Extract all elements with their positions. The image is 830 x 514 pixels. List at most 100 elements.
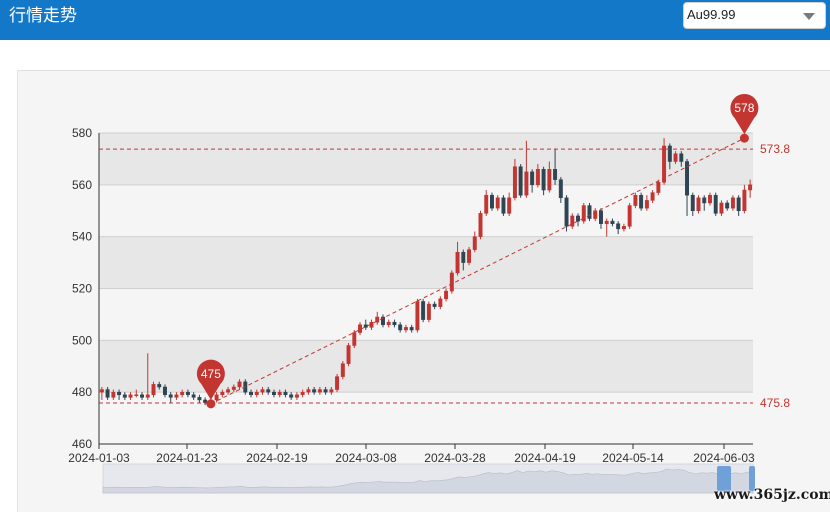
candle-body xyxy=(323,389,328,393)
candle xyxy=(490,192,494,211)
candle-body xyxy=(541,169,546,191)
candle-body xyxy=(312,389,317,393)
candle-body xyxy=(300,391,305,396)
candle xyxy=(392,319,397,328)
candle xyxy=(329,386,334,395)
candle xyxy=(673,151,678,165)
candle xyxy=(398,322,403,333)
candle-body xyxy=(449,272,454,292)
candle xyxy=(748,179,753,198)
mark-line-label: 475.8 xyxy=(760,396,790,410)
candle xyxy=(375,311,380,325)
candle-body xyxy=(415,301,420,331)
grid-band xyxy=(99,236,753,289)
candle-body xyxy=(381,316,385,326)
candle xyxy=(403,324,408,333)
candle-body xyxy=(203,399,208,403)
candle-body xyxy=(140,394,144,398)
candle xyxy=(174,392,179,400)
mark-point-label: 475 xyxy=(201,367,221,381)
x-tick-label: 2024-02-19 xyxy=(246,451,308,465)
candle-body xyxy=(627,205,632,227)
candle xyxy=(105,386,110,400)
candle xyxy=(581,202,586,224)
mark-point: 475 xyxy=(196,359,225,409)
candle xyxy=(117,389,122,400)
candle-body xyxy=(180,391,185,396)
y-tick-label: 520 xyxy=(72,282,92,296)
candle xyxy=(696,195,701,214)
mark-point-label: 578 xyxy=(734,101,754,115)
y-tick-label: 480 xyxy=(72,385,92,399)
candle xyxy=(346,342,351,367)
candle xyxy=(306,386,311,395)
datazoom-preview xyxy=(102,468,754,494)
candle-body xyxy=(593,210,598,219)
candle-body xyxy=(398,324,403,331)
candle xyxy=(294,392,299,400)
candle-body xyxy=(547,169,552,191)
candle-body xyxy=(599,210,603,224)
candle-body xyxy=(644,200,649,209)
chevron-down-icon[interactable] xyxy=(803,13,815,20)
candle-body xyxy=(472,236,477,250)
candle-body xyxy=(340,363,345,377)
candle xyxy=(530,169,535,193)
candle xyxy=(708,192,712,206)
candlestick-chart[interactable]: 460 480 500 520 540 560 580 2024-01-03 2024-01-2… xyxy=(18,71,830,513)
candle-body xyxy=(128,394,133,398)
candle xyxy=(323,386,328,395)
candle xyxy=(203,397,208,406)
candle xyxy=(340,361,345,380)
candle xyxy=(679,151,684,167)
candle-body xyxy=(455,251,460,274)
x-tick-label: 2024-01-03 xyxy=(68,451,130,465)
candle-body xyxy=(105,389,110,398)
candle xyxy=(289,392,294,400)
candle-body xyxy=(438,298,443,307)
candle-body xyxy=(386,321,391,326)
candle-body xyxy=(145,394,150,398)
grid-band xyxy=(99,340,753,393)
candle xyxy=(317,386,322,395)
candle-body xyxy=(524,171,529,196)
page-title: 行情走势 xyxy=(9,6,77,26)
candle-body xyxy=(507,197,512,214)
candle-body xyxy=(553,169,558,180)
candle-body xyxy=(518,166,523,196)
candle xyxy=(111,389,116,400)
candle-body xyxy=(713,194,718,214)
candle xyxy=(667,143,672,170)
candle xyxy=(386,319,391,328)
candle-body xyxy=(363,324,368,328)
symbol-select[interactable]: Au99.99 xyxy=(683,2,826,29)
candle-body xyxy=(490,194,494,209)
chart-panel: 460 480 500 520 540 560 580 2024-01-03 2024-01-2… xyxy=(17,70,830,512)
candle xyxy=(690,192,695,216)
candle-body xyxy=(530,171,535,186)
candle xyxy=(381,314,385,328)
candle-body xyxy=(329,389,334,393)
candle-body xyxy=(134,394,139,397)
candle-body xyxy=(174,394,179,398)
candle-body xyxy=(283,391,288,396)
candle-body xyxy=(197,397,202,401)
datazoom-handle[interactable] xyxy=(749,466,755,491)
datazoom-handle[interactable] xyxy=(717,466,731,491)
y-tick-label: 460 xyxy=(72,437,92,451)
candle xyxy=(484,190,489,216)
candle-body xyxy=(535,169,540,186)
candle xyxy=(719,200,724,216)
candle xyxy=(254,389,259,398)
candle xyxy=(226,386,231,395)
candle-body xyxy=(587,205,592,219)
candle xyxy=(507,192,512,216)
candle-body xyxy=(685,161,689,196)
candle-body xyxy=(667,145,672,162)
candle-body xyxy=(725,202,730,209)
candle-body xyxy=(231,386,236,390)
candle-body xyxy=(736,197,741,211)
mark-point-dot xyxy=(739,133,749,143)
candle xyxy=(570,213,575,229)
candle-body xyxy=(214,394,219,401)
